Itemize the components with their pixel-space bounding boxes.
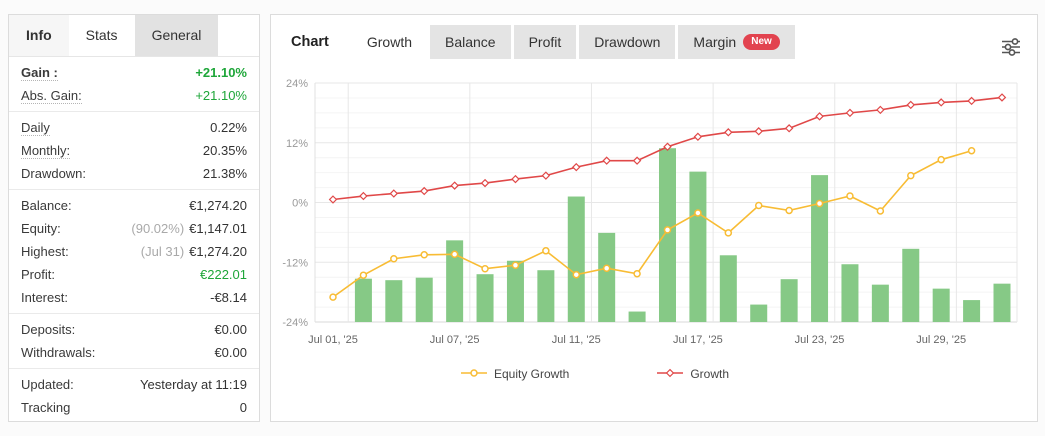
tab-info[interactable]: Info: [9, 15, 69, 56]
chart-panel: Chart Growth Balance Profit Drawdown Mar…: [270, 14, 1038, 422]
stat-value-updated: Yesterday at 11:19: [140, 377, 247, 392]
tab-general[interactable]: General: [134, 15, 219, 56]
chart-legend: Equity Growth Growth: [271, 367, 978, 381]
legend-label-equity-growth: Equity Growth: [493, 367, 570, 381]
tab-margin-label: Margin: [693, 34, 737, 50]
stat-label-tracking: Tracking: [21, 400, 71, 415]
growth-line: [328, 93, 1007, 204]
legend-item-equity-growth[interactable]: Equity Growth: [460, 367, 570, 381]
y-axis-labels: 24% 12% 0% -12% -24%: [282, 78, 308, 329]
stat-row-interest: Interest: -€8.14: [9, 286, 259, 309]
stat-group-meta: Updated: Yesterday at 11:19 Tracking 0: [9, 369, 259, 421]
stat-label-highest: Highest:: [21, 244, 69, 259]
svg-text:Jul 07, '25: Jul 07, '25: [430, 334, 480, 346]
svg-text:-12%: -12%: [282, 257, 308, 269]
svg-text:12%: 12%: [286, 138, 308, 150]
tab-profit[interactable]: Profit: [513, 25, 577, 59]
stat-value-drawdown: 21.38%: [202, 166, 247, 181]
stat-label-equity: Equity:: [21, 221, 61, 236]
stat-group-cashflow: Deposits: €0.00 Withdrawals: €0.00: [9, 314, 259, 369]
stat-value-balance: €1,274.20: [189, 198, 247, 213]
growth-marker-icon: [657, 367, 684, 381]
stat-value-daily: 0.22%: [210, 120, 247, 135]
x-gridlines: [314, 83, 1018, 322]
stat-row-gain: Gain : +21.10%: [9, 61, 259, 84]
svg-text:Jul 17, '25: Jul 17, '25: [673, 334, 723, 346]
stat-value-tracking: 0: [239, 400, 247, 415]
tab-margin[interactable]: Margin New: [678, 25, 795, 59]
stat-label-withdrawals: Withdrawals:: [21, 345, 96, 360]
tab-stats[interactable]: Stats: [68, 15, 135, 56]
stat-value-deposits: €0.00: [214, 322, 247, 337]
legend-item-growth[interactable]: Growth: [657, 367, 729, 381]
filter-sliders-icon[interactable]: [999, 35, 1023, 59]
chart-title-label: Chart: [291, 34, 329, 50]
stat-label-deposits: Deposits:: [21, 322, 76, 337]
x-axis-labels: Jul 01, '25 Jul 07, '25 Jul 11, '25 Jul 17,…: [308, 334, 966, 346]
stat-row-deposits: Deposits: €0.00: [9, 318, 259, 341]
stat-group-performance: Daily 0.22% Monthly: 20.35% Drawdown: 21…: [9, 112, 259, 190]
stat-group-account: Balance: €1,274.20 Equity: (90.02%) €1,14…: [9, 190, 259, 314]
stat-group-gain: Gain : +21.10% Abs. Gain: +21.10%: [9, 57, 259, 112]
stat-value-abs-gain: +21.10%: [195, 88, 247, 103]
growth-chart: 24% 12% 0% -12% -24% Jul 01, '25 Jul 07, '25 Ju…: [271, 59, 1037, 359]
tab-balance[interactable]: Balance: [430, 25, 511, 59]
stat-row-tracking: Tracking 0: [9, 396, 259, 419]
stat-label-balance: Balance:: [21, 198, 72, 213]
info-panel: Info Stats General Gain : +21.10% Abs. G…: [8, 14, 260, 422]
stat-label-interest: Interest:: [21, 290, 68, 305]
stat-label-drawdown: Drawdown:: [21, 166, 87, 181]
svg-text:Jul 01, '25: Jul 01, '25: [308, 334, 358, 346]
stat-row-withdrawals: Withdrawals: €0.00: [9, 341, 259, 364]
legend-label-growth: Growth: [690, 367, 730, 381]
svg-text:-24%: -24%: [282, 317, 308, 329]
stat-row-updated: Updated: Yesterday at 11:19: [9, 373, 259, 396]
stat-label-gain: Gain :: [21, 65, 58, 81]
equity-growth-marker-icon: [460, 367, 487, 381]
svg-text:0%: 0%: [292, 198, 308, 210]
bars-series: [354, 148, 1011, 322]
stat-label-profit: Profit:: [21, 267, 55, 282]
stat-value-profit: €222.01: [200, 267, 247, 282]
svg-text:24%: 24%: [286, 78, 308, 90]
info-panel-tabs: Info Stats General: [9, 15, 259, 57]
stat-row-drawdown: Drawdown: 21.38%: [9, 162, 259, 185]
stat-value-monthly: 20.35%: [202, 143, 247, 158]
stat-value-gain: +21.10%: [195, 65, 247, 80]
stat-value-interest: -€8.14: [210, 290, 247, 305]
svg-text:Jul 11, '25: Jul 11, '25: [552, 334, 601, 346]
stat-row-highest: Highest: (Jul 31) €1,274.20: [9, 240, 259, 263]
stat-row-equity: Equity: (90.02%) €1,147.01: [9, 217, 259, 240]
equity-growth-line: [329, 146, 976, 301]
stat-row-abs-gain: Abs. Gain: +21.10%: [9, 84, 259, 107]
svg-text:Jul 29, '25: Jul 29, '25: [916, 334, 966, 346]
tab-drawdown[interactable]: Drawdown: [579, 25, 676, 59]
stat-value-equity: (90.02%) €1,147.01: [131, 221, 247, 236]
stat-row-monthly: Monthly: 20.35%: [9, 139, 259, 162]
tab-growth[interactable]: Growth: [351, 25, 427, 59]
stat-row-balance: Balance: €1,274.20: [9, 194, 259, 217]
stat-label-updated: Updated:: [21, 377, 74, 392]
stat-label-abs-gain: Abs. Gain:: [21, 88, 82, 104]
stat-row-profit: Profit: €222.01: [9, 263, 259, 286]
stat-label-monthly: Monthly:: [21, 143, 71, 159]
new-badge: New: [743, 34, 780, 50]
svg-text:Jul 23, '25: Jul 23, '25: [795, 334, 845, 346]
stat-label-daily: Daily: [21, 120, 50, 136]
stat-value-withdrawals: €0.00: [214, 345, 247, 360]
stat-row-daily: Daily 0.22%: [9, 116, 259, 139]
chart-panel-tabs: Chart Growth Balance Profit Drawdown Mar…: [271, 15, 1037, 59]
stat-value-highest: (Jul 31) €1,274.20: [140, 244, 247, 259]
